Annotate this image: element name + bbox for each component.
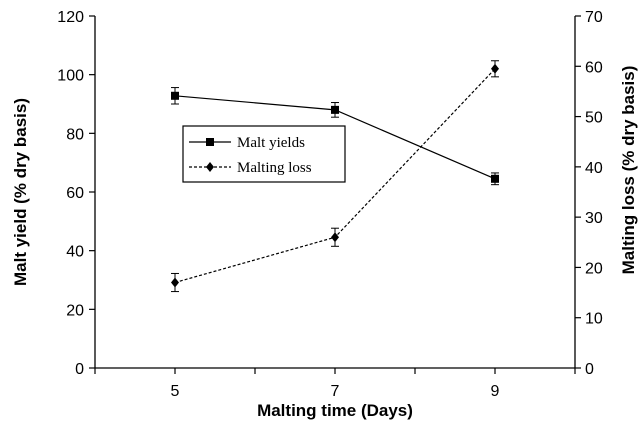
legend: Malt yields Malting loss: [182, 125, 346, 183]
data-point: [491, 174, 499, 183]
x-tick-label: 9: [491, 383, 500, 400]
axis-ticks: 0 20 40 60 80 100 120 0 10 20 30 40 50 60 70 5 7 9: [57, 9, 603, 400]
legend-item-1: Malt yields: [189, 135, 305, 151]
y-left-tick-label: 100: [57, 68, 84, 85]
series-1: [171, 87, 499, 186]
legend-marker: [206, 138, 214, 146]
data-point: [171, 277, 179, 288]
data-point: [491, 63, 499, 74]
y-right-tick-label: 40: [585, 160, 603, 177]
legend-marker: [206, 162, 214, 172]
x-tick-label: 7: [331, 383, 340, 400]
data-point: [331, 232, 339, 243]
y-right-tick-label: 20: [585, 260, 603, 277]
y-right-tick-label: 30: [585, 210, 603, 227]
y-left-tick-label: 60: [66, 185, 84, 202]
y-left-tick-label: 40: [66, 244, 84, 261]
legend-label: Malting loss: [237, 160, 312, 176]
legend-box: [182, 125, 346, 183]
y-axis-right-title: Malting loss (% dry basis): [619, 66, 638, 275]
plot-frame: [94, 16, 576, 369]
x-axis-title: Malting time (Days): [257, 401, 413, 420]
y-right-tick-label: 10: [585, 311, 603, 328]
legend-item-2: Malting loss: [189, 160, 312, 176]
y-right-tick-label: 50: [585, 110, 603, 127]
data-point: [331, 105, 339, 114]
y-left-tick-label: 0: [75, 361, 84, 378]
legend-label: Malt yields: [237, 135, 305, 151]
series-2: [171, 60, 499, 293]
y-right-tick-label: 70: [585, 9, 603, 26]
data-point: [171, 91, 179, 100]
y-axis-left-title: Malt yield (% dry basis): [11, 98, 30, 286]
x-tick-label: 5: [171, 383, 180, 400]
y-left-tick-label: 20: [66, 302, 84, 319]
y-left-tick-label: 80: [66, 126, 84, 143]
y-left-tick-label: 120: [57, 9, 84, 26]
series-layer: [171, 60, 499, 293]
y-right-tick-label: 60: [585, 59, 603, 76]
y-right-tick-label: 0: [585, 361, 594, 378]
